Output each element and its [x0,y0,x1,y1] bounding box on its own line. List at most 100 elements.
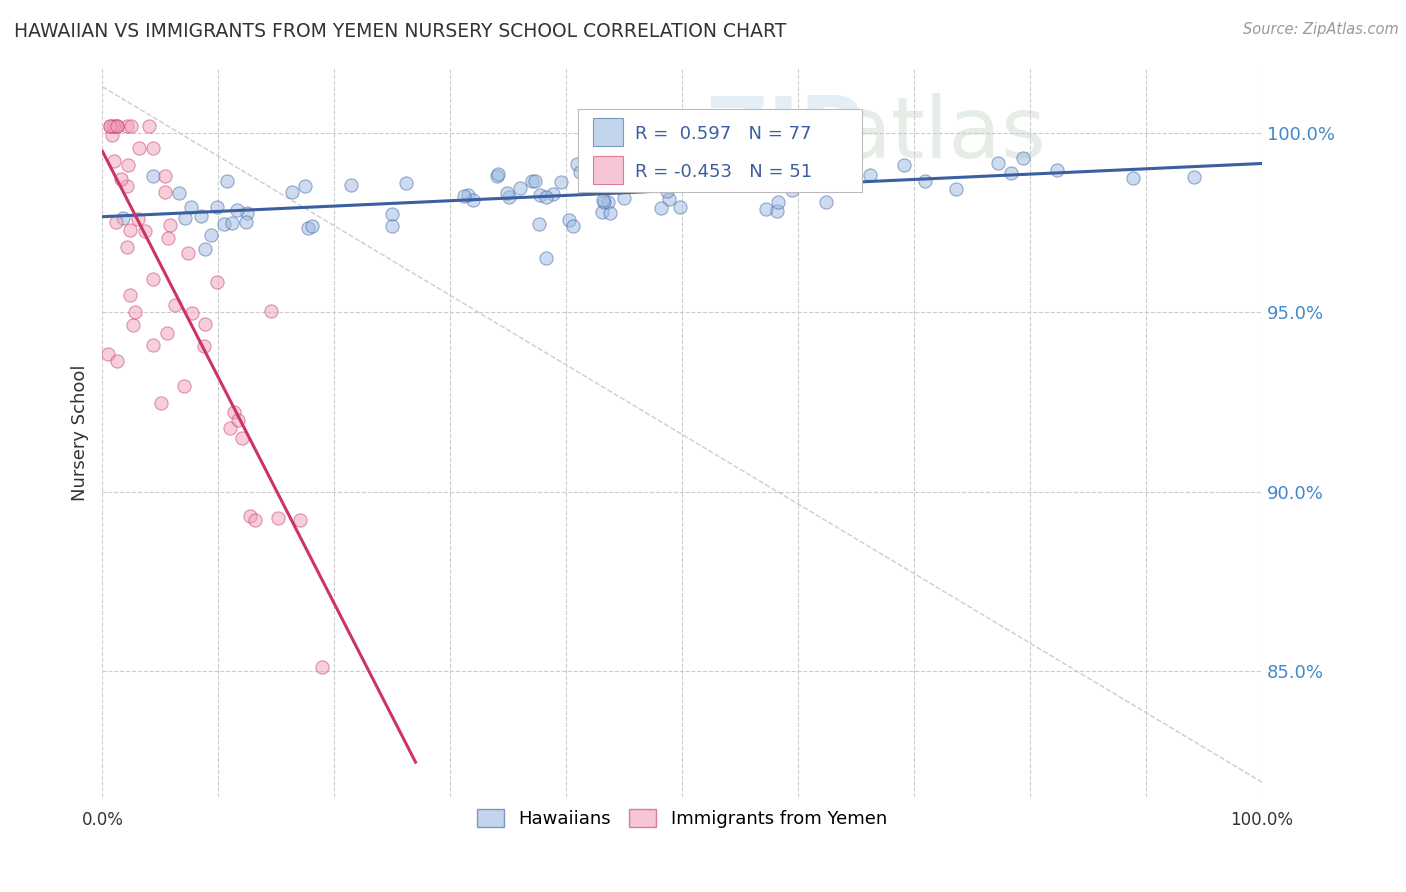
Point [157,230,180,244]
Point [124,305,146,319]
Text: ZIP: ZIP [706,93,863,176]
FancyBboxPatch shape [578,109,862,193]
Point [159,218,181,232]
Point [155,169,177,184]
Point [301,219,323,233]
Point [599,206,621,220]
Point [486,167,509,181]
Point [104,119,127,133]
Point [780,183,803,197]
Point [222,405,245,419]
Point [550,175,572,189]
Text: 0.0%: 0.0% [82,811,124,830]
Text: R = -0.453   N = 51: R = -0.453 N = 51 [634,163,811,181]
Point [174,211,197,225]
Point [239,509,262,524]
Point [205,200,228,214]
Point [142,169,165,184]
Point [281,185,304,199]
Point [128,141,150,155]
Point [617,169,640,184]
Text: 100.0%: 100.0% [1230,811,1294,830]
Point [112,211,135,225]
Point [142,338,165,352]
Point [235,215,257,229]
Point [527,217,550,231]
Text: Source: ZipAtlas.com: Source: ZipAtlas.com [1243,22,1399,37]
Point [156,326,179,341]
Point [591,205,613,219]
Point [498,190,520,204]
Point [496,186,519,200]
Point [165,298,187,312]
Point [893,158,915,172]
Text: HAWAIIAN VS IMMIGRANTS FROM YEMEN NURSERY SCHOOL CORRELATION CHART: HAWAIIAN VS IMMIGRANTS FROM YEMEN NURSER… [14,22,786,41]
Point [813,155,835,169]
Point [1122,170,1144,185]
Point [1045,163,1067,178]
Y-axis label: Nursery School: Nursery School [72,365,89,501]
Point [381,219,404,233]
Point [395,176,418,190]
Point [520,174,543,188]
Point [181,306,204,320]
Point [381,207,404,221]
Point [558,212,581,227]
Point [288,513,311,527]
Point [180,200,202,214]
Point [814,165,837,179]
Point [150,396,173,410]
Point [120,223,142,237]
Point [596,194,619,209]
Point [205,275,228,289]
Point [101,119,124,133]
Point [105,354,128,368]
Point [766,195,789,210]
Point [117,158,139,172]
Point [103,154,125,169]
Point [236,206,259,220]
Point [457,187,479,202]
Point [101,128,124,142]
Point [543,186,565,201]
Text: atlas: atlas [839,93,1046,176]
Point [565,157,588,171]
Point [668,200,690,214]
Point [534,251,557,265]
Point [169,186,191,201]
Point [153,185,176,199]
Point [225,203,247,218]
FancyBboxPatch shape [593,118,623,145]
Point [720,169,742,183]
Point [98,119,121,133]
Point [765,204,787,219]
Point [193,318,215,332]
Point [173,379,195,393]
Point [593,194,616,209]
Point [630,176,652,190]
Point [818,170,841,185]
Point [294,178,316,193]
Point [226,412,249,426]
Point [134,224,156,238]
Point [200,227,222,242]
Point [97,346,120,360]
Point [243,513,266,527]
Point [340,178,363,193]
Point [745,128,768,143]
Point [105,119,128,133]
Point [117,178,139,193]
Point [509,181,531,195]
Point [311,659,333,673]
Point [453,189,475,203]
Point [658,192,681,206]
Point [190,209,212,223]
Point [194,242,217,256]
Point [523,174,546,188]
Point [561,219,583,233]
Point [176,246,198,260]
Point [260,304,283,318]
Point [486,169,509,184]
Point [297,220,319,235]
Point [650,201,672,215]
